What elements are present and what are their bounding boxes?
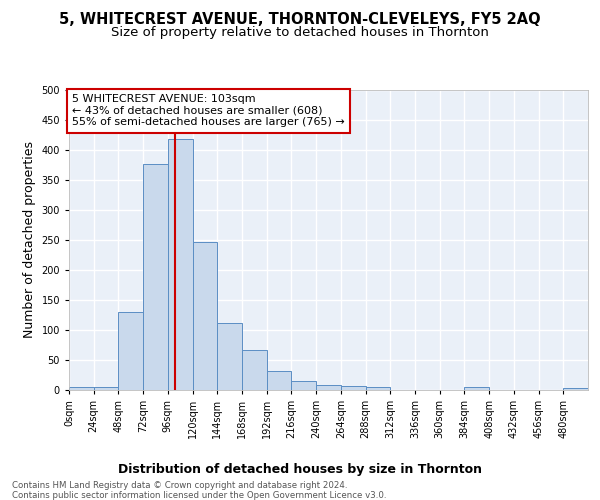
Bar [365, 387, 390, 390]
Text: Distribution of detached houses by size in Thornton: Distribution of detached houses by size … [118, 462, 482, 475]
Bar [168, 139, 193, 390]
Bar [464, 387, 489, 390]
Text: Size of property relative to detached houses in Thornton: Size of property relative to detached ho… [111, 26, 489, 39]
Bar [267, 371, 292, 390]
Bar [193, 242, 217, 390]
Bar [341, 386, 365, 390]
Text: 5, WHITECREST AVENUE, THORNTON-CLEVELEYS, FY5 2AQ: 5, WHITECREST AVENUE, THORNTON-CLEVELEYS… [59, 12, 541, 28]
Bar [69, 387, 94, 390]
Y-axis label: Number of detached properties: Number of detached properties [23, 142, 36, 338]
Text: Contains public sector information licensed under the Open Government Licence v3: Contains public sector information licen… [12, 491, 386, 500]
Bar [292, 381, 316, 390]
Bar [118, 312, 143, 390]
Bar [143, 164, 168, 390]
Text: 5 WHITECREST AVENUE: 103sqm
← 43% of detached houses are smaller (608)
55% of se: 5 WHITECREST AVENUE: 103sqm ← 43% of det… [72, 94, 345, 128]
Bar [94, 387, 118, 390]
Bar [242, 350, 267, 390]
Bar [217, 324, 242, 390]
Text: Contains HM Land Registry data © Crown copyright and database right 2024.: Contains HM Land Registry data © Crown c… [12, 481, 347, 490]
Bar [563, 388, 588, 390]
Bar [316, 385, 341, 390]
